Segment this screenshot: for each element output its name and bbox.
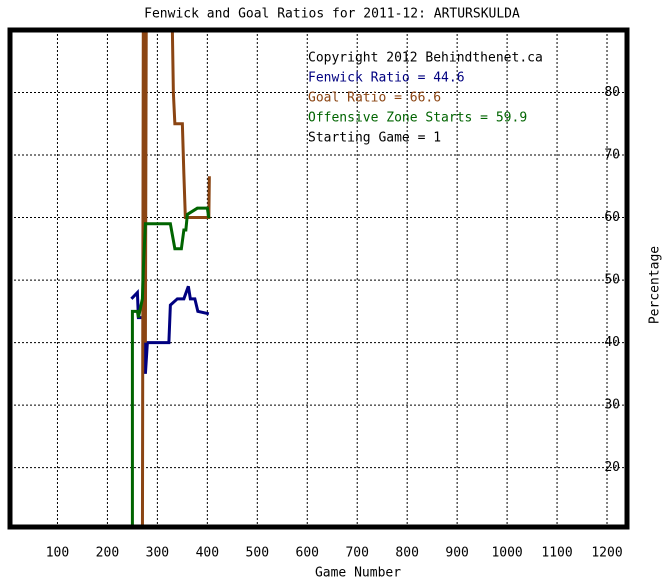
legend-entry: Goal Ratio = 66.6 — [308, 91, 441, 106]
annotation: Starting Game = 1 — [308, 131, 441, 146]
y-axis-label: Percentage — [648, 246, 663, 324]
x-tick-label: 1200 — [591, 546, 622, 561]
plot-background — [10, 30, 627, 527]
y-tick-label: 20 — [604, 460, 620, 475]
x-tick-label: 500 — [246, 546, 269, 561]
series-line — [130, 206, 211, 527]
x-tick-label: 700 — [345, 546, 368, 561]
plot-lines — [130, 30, 211, 527]
x-tick-label: 900 — [445, 546, 468, 561]
legend-entry: Offensive Zone Starts = 59.9 — [308, 111, 527, 126]
chart-title: Fenwick and Goal Ratios for 2011-12: ART… — [144, 7, 520, 22]
x-axis-label: Game Number — [315, 566, 401, 580]
x-tick-label: 300 — [146, 546, 169, 561]
x-tick-label: 1100 — [541, 546, 572, 561]
plot-border — [7, 27, 630, 530]
x-tick-label: 800 — [395, 546, 418, 561]
x-tick-label: 1000 — [491, 546, 522, 561]
x-tick-label: 200 — [96, 546, 119, 561]
y-tick-label: 70 — [604, 148, 620, 163]
legend-entry: Fenwick Ratio = 44.6 — [308, 71, 465, 86]
x-tick-label: 600 — [296, 546, 319, 561]
y-tick-label: 60 — [604, 210, 620, 225]
y-tick-label: 80 — [604, 85, 620, 100]
x-tick-label: 400 — [196, 546, 219, 561]
y-tick-label: 40 — [604, 335, 620, 350]
series-line — [130, 285, 210, 374]
x-tick-label: 100 — [46, 546, 69, 561]
y-tick-label: 30 — [604, 398, 620, 413]
y-tick-label: 50 — [604, 273, 620, 288]
series-line — [140, 30, 211, 527]
annotation: Copyright 2012 Behindthenet.ca — [308, 51, 543, 66]
